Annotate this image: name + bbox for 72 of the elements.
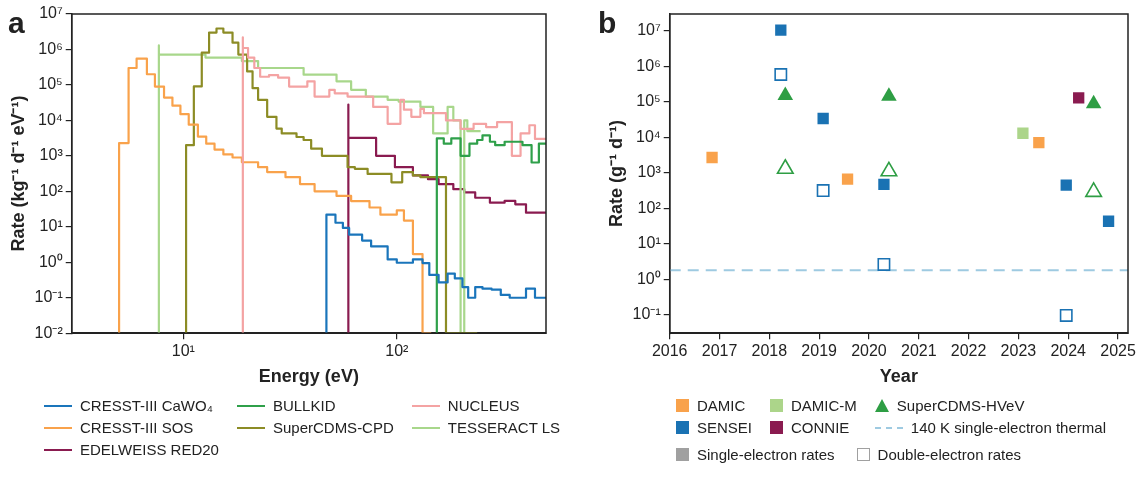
point: [1085, 94, 1102, 109]
y-tick-label: 10⁴: [636, 127, 661, 145]
legend-label: NUCLEUS: [447, 396, 520, 415]
point: [775, 24, 787, 36]
legend-label: SuperCDMS-CPD: [272, 418, 394, 437]
point: [816, 184, 830, 197]
x-tick-label: 2021: [900, 342, 937, 360]
y-axis-title: Rate (g⁻¹ d⁻¹): [605, 120, 626, 228]
y-tick-label: 10⁻¹: [632, 305, 661, 323]
point: [841, 173, 854, 185]
y-tick-label: 10¹: [637, 234, 661, 252]
text: Single-electron rates: [697, 445, 835, 464]
x-tick-label: 2022: [950, 342, 987, 360]
point: [817, 112, 829, 125]
point: [880, 161, 898, 177]
point: [881, 87, 897, 101]
legend-label: CRESST-III CaWO₄: [80, 396, 213, 415]
text: b: [598, 6, 617, 40]
y-tick-label: 10⁶: [636, 56, 661, 74]
x-tick-label: 2025: [1100, 342, 1136, 360]
x-tick-label: 2024: [1050, 342, 1087, 360]
x-tick-label: 2018: [751, 342, 788, 360]
point: [1017, 127, 1029, 139]
x-tick-label: 2016: [651, 342, 688, 360]
x-tick-label: 2017: [701, 342, 738, 360]
x-tick-label: 2019: [801, 342, 838, 360]
point: [878, 178, 890, 191]
y-tick-label: 10⁰: [38, 252, 63, 270]
text: Double-electron rates: [877, 445, 1021, 464]
legend-label: CONNIE: [791, 418, 850, 437]
point: [776, 158, 794, 175]
point: [706, 151, 718, 164]
x-axis-title: Energy (eV): [258, 366, 359, 387]
x-tick-label: 2020: [851, 342, 887, 360]
legend-label: SENSEI: [697, 418, 753, 437]
legend-label: BULLKID: [272, 396, 336, 415]
x-tick-label: 2023: [1000, 342, 1037, 360]
y-tick-label: 10⁻²: [34, 323, 64, 341]
point: [1060, 179, 1072, 191]
point: [774, 68, 788, 81]
x-axis-title: Year: [879, 366, 918, 387]
point: [877, 258, 891, 271]
y-tick-label: 10²: [39, 181, 64, 199]
y-tick-label: 10³: [39, 146, 64, 164]
legend-label: SuperCDMS-HVeV: [896, 396, 1025, 415]
y-tick-label: 10⁵: [38, 75, 63, 93]
legend-label: EDELWEISS RED20: [80, 440, 219, 459]
legend-label: DAMIC: [697, 396, 746, 415]
y-tick-label: 10⁴: [38, 110, 63, 128]
y-tick-label: 10⁶: [38, 39, 63, 57]
y-tick-label: 10⁷: [637, 21, 661, 39]
y-tick-label: 10³: [637, 163, 662, 181]
y-tick-label: 10⁵: [636, 92, 661, 110]
y-tick-label: 10²: [637, 198, 662, 216]
y-tick-label: 10¹: [39, 217, 63, 235]
y-axis-title: Rate (kg⁻¹ d⁻¹ eV⁻¹): [7, 95, 28, 252]
point: [1059, 308, 1073, 322]
legend-label: TESSERACT LS: [447, 418, 561, 437]
text: a: [8, 6, 25, 40]
x-tick-label: 10¹: [171, 342, 195, 360]
point: [1102, 215, 1115, 227]
x-tick-label: 10²: [385, 342, 410, 360]
point: [1033, 136, 1045, 149]
y-tick-label: 10⁰: [636, 269, 661, 287]
y-tick-label: 10⁷: [39, 4, 63, 22]
y-tick-label: 10⁻¹: [34, 288, 63, 306]
legend-label: DAMIC-M: [791, 396, 857, 415]
point: [1085, 182, 1103, 198]
legend-label: 140 K single-electron thermal: [910, 418, 1106, 437]
legend-label: CRESST-III SOS: [80, 418, 194, 437]
point: [777, 86, 794, 101]
point: [1073, 92, 1085, 104]
